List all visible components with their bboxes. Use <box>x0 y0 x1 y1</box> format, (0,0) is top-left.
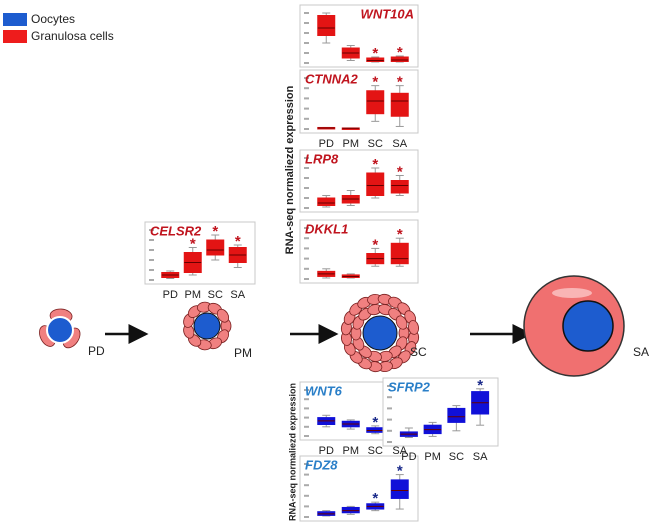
significance-star: * <box>372 490 378 507</box>
box <box>390 180 409 194</box>
significance-star: * <box>397 74 403 91</box>
significance-star: * <box>235 233 241 250</box>
y-axis-label: RNA-seq normaliezd expression <box>284 85 296 254</box>
x-tick-label: PM <box>343 445 360 457</box>
stage-label: PD <box>88 344 105 358</box>
gene-name: DKKL1 <box>305 221 348 236</box>
x-tick-label: SA <box>392 445 407 457</box>
boxplot-panel: * * LRP8 <box>299 149 419 213</box>
gene-name: WNT6 <box>305 383 343 398</box>
box <box>390 479 409 499</box>
oocyte <box>362 315 398 351</box>
box <box>390 56 409 62</box>
granulosa-cell <box>395 315 408 330</box>
x-tick-label: PD <box>163 289 178 301</box>
stage-label: SC <box>410 345 427 359</box>
x-tick-label: SA <box>473 451 488 463</box>
x-tick-label: PM <box>185 289 202 301</box>
significance-star: * <box>397 463 403 480</box>
significance-star: * <box>372 74 378 91</box>
x-tick-label: SC <box>368 138 383 150</box>
significance-star: * <box>190 235 196 252</box>
gene-name: LRP8 <box>305 151 339 166</box>
legend-label: Oocytes <box>31 12 75 26</box>
significance-star: * <box>372 236 378 253</box>
x-tick-label: PD <box>319 138 334 150</box>
box <box>206 239 225 256</box>
oocyte <box>46 316 74 344</box>
x-tick-label: PM <box>424 451 441 463</box>
y-axis-label: RNA-seq normaliezd expression <box>287 383 297 521</box>
box <box>317 15 336 36</box>
follicles <box>39 275 625 377</box>
significance-star: * <box>397 163 403 180</box>
oocyte <box>562 300 614 352</box>
significance-star: * <box>477 377 483 394</box>
granulosa-cell <box>216 308 230 323</box>
stage-label: PM <box>234 346 252 360</box>
significance-star: * <box>212 223 218 240</box>
boxplot-panel: PD PM SC * SA SFRP2 <box>382 377 499 463</box>
legend-swatch <box>3 13 27 26</box>
x-tick-label: SA <box>230 289 245 301</box>
significance-star: * <box>397 226 403 243</box>
boxplot-panel: PD * PM * SC * SA CELSR2 <box>144 221 256 301</box>
box <box>317 197 336 206</box>
x-tick-label: PM <box>343 138 360 150</box>
stage-label: SA <box>633 345 649 359</box>
boxplot-panel: * * WNT10A <box>299 4 419 68</box>
x-tick-label: SC <box>208 289 223 301</box>
boxplot-panel: * * FDZ8 <box>299 455 419 522</box>
box <box>390 242 409 265</box>
box <box>341 506 360 514</box>
gene-name: CELSR2 <box>150 223 202 238</box>
boxplot-panel: * * DKKL1 <box>299 219 419 284</box>
box <box>366 90 385 115</box>
oocyte <box>193 312 221 340</box>
box <box>447 407 466 423</box>
x-tick-label: PD <box>401 451 416 463</box>
significance-star: * <box>372 414 378 431</box>
significance-star: * <box>372 156 378 173</box>
granulosa-cell <box>408 320 420 335</box>
x-tick-label: SC <box>368 445 383 457</box>
boxplot-panel: PD PM * SC * SA CTNNA2 <box>299 69 419 150</box>
significance-star: * <box>397 44 403 61</box>
box <box>366 57 385 62</box>
x-tick-label: PD <box>319 445 334 457</box>
gene-name: WNT10A <box>361 6 414 21</box>
gene-name: CTNNA2 <box>305 71 358 86</box>
highlight <box>552 288 592 298</box>
x-tick-label: SA <box>392 138 407 150</box>
x-tick-label: SC <box>449 451 464 463</box>
legend-label: Granulosa cells <box>31 29 114 43</box>
gene-name: FDZ8 <box>305 457 338 472</box>
significance-star: * <box>372 45 378 62</box>
gene-name: SFRP2 <box>388 379 431 394</box>
legend-swatch <box>3 30 27 43</box>
box <box>366 172 385 196</box>
box <box>390 92 409 117</box>
